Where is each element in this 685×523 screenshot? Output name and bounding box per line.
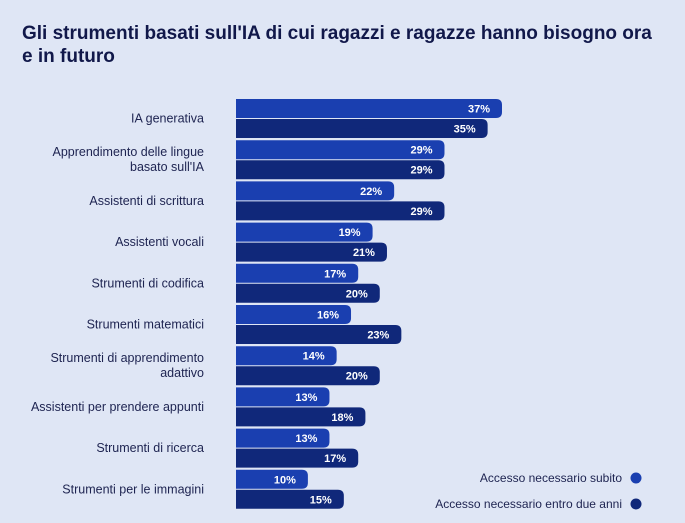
bar xyxy=(236,387,330,407)
legend-marker xyxy=(630,472,642,484)
data-label: 16% xyxy=(317,310,339,322)
bar xyxy=(236,140,445,160)
bar xyxy=(236,346,337,366)
bar xyxy=(236,283,380,303)
category-label: Apprendimento delle lingue basato sull'IA xyxy=(53,145,205,174)
data-label: 17% xyxy=(324,268,346,280)
data-label: 17% xyxy=(324,453,346,465)
category-label: Assistenti di scrittura xyxy=(89,194,204,208)
category-label: Strumenti di ricerca xyxy=(96,441,204,455)
category-label: Strumenti per le immagini xyxy=(62,482,204,496)
data-label: 20% xyxy=(346,288,368,300)
data-label: 29% xyxy=(410,165,432,177)
category-label: Assistenti per prendere appunti xyxy=(31,400,204,414)
data-label: 10% xyxy=(274,474,296,486)
category-label: Strumenti matematici xyxy=(87,318,204,332)
data-label: 13% xyxy=(295,433,317,445)
legend-marker xyxy=(630,498,642,510)
data-label: 23% xyxy=(367,330,389,342)
category-label: Assistenti vocali xyxy=(115,235,204,249)
data-label: 29% xyxy=(410,145,432,157)
bar xyxy=(236,160,445,180)
bar xyxy=(236,99,502,118)
bar xyxy=(236,325,402,344)
bar xyxy=(236,366,380,386)
legend-label: Accesso necessario subito xyxy=(480,471,622,485)
bar xyxy=(236,428,330,448)
data-label: 20% xyxy=(346,371,368,383)
data-label: 13% xyxy=(295,392,317,404)
data-label: 21% xyxy=(353,247,375,259)
data-label: 35% xyxy=(454,124,476,136)
bar xyxy=(236,201,445,221)
category-label: IA generativa xyxy=(131,112,204,126)
bar xyxy=(236,407,366,427)
category-label: Strumenti di apprendimento adattivo xyxy=(50,351,204,380)
data-label: 15% xyxy=(310,494,332,506)
data-label: 22% xyxy=(360,186,382,198)
bar xyxy=(236,469,308,489)
data-label: 18% xyxy=(331,412,353,424)
category-label: Strumenti di codifica xyxy=(91,276,204,290)
bar xyxy=(236,263,359,283)
bar xyxy=(236,489,344,509)
bar xyxy=(236,119,488,138)
data-label: 14% xyxy=(303,351,325,363)
bar xyxy=(236,305,352,324)
data-label: 29% xyxy=(410,206,432,218)
bar xyxy=(236,242,387,262)
chart-title: Gli strumenti basati sull'IA di cui raga… xyxy=(22,23,652,67)
legend-label: Accesso necessario entro due anni xyxy=(435,497,622,511)
data-label: 37% xyxy=(468,104,490,116)
bar xyxy=(236,222,373,242)
bar xyxy=(236,181,395,201)
bar xyxy=(236,448,359,468)
data-label: 19% xyxy=(339,227,361,239)
